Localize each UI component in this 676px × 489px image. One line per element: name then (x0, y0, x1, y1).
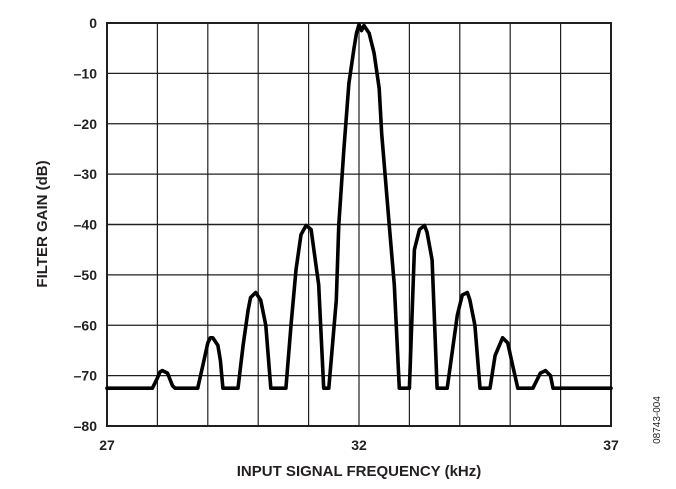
y-axis-label: FILTER GAIN (dB) (34, 160, 51, 287)
y-axis-ticks: 0 –10 –20 –30 –40 –50 –60 –70 –80 (74, 15, 98, 434)
x-axis-ticks: 27 32 37 (99, 437, 619, 453)
x-tick-label: 32 (351, 437, 367, 453)
grid-lines (107, 23, 611, 426)
y-tick-label: 0 (89, 15, 97, 31)
y-tick-label: –50 (74, 267, 98, 283)
y-tick-label: –30 (74, 166, 98, 182)
y-tick-label: –80 (74, 418, 98, 434)
x-axis-label: INPUT SIGNAL FREQUENCY (kHz) (237, 463, 481, 480)
filter-response-curve (105, 22, 613, 391)
x-tick-label: 27 (99, 437, 115, 453)
y-tick-label: –70 (74, 368, 98, 384)
y-tick-label: –10 (74, 65, 98, 81)
y-tick-label: –20 (74, 116, 98, 132)
y-tick-label: –60 (74, 317, 98, 333)
figure-id: 08743-004 (652, 396, 663, 444)
y-tick-label: –40 (74, 217, 98, 233)
x-tick-label: 37 (603, 437, 619, 453)
